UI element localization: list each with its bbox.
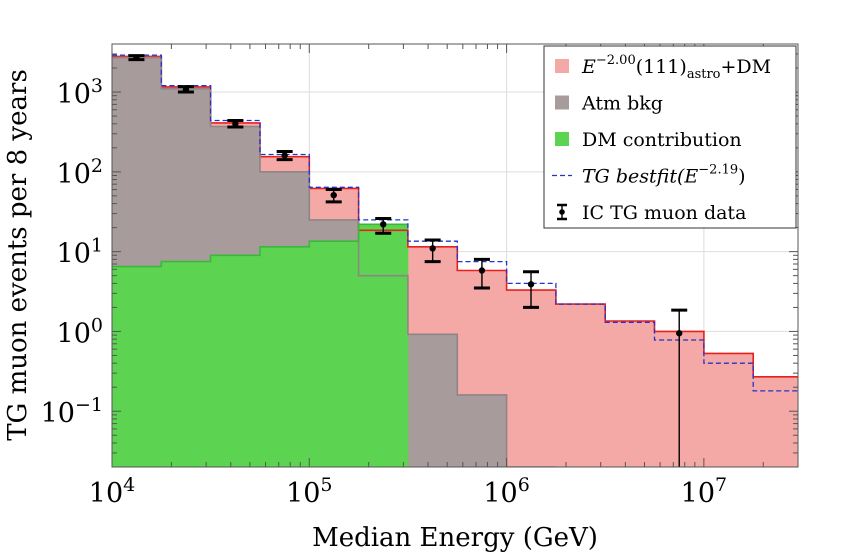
x-tick-label: 104: [89, 474, 135, 509]
data-marker: [478, 267, 486, 274]
data-marker: [182, 86, 190, 93]
legend-label-astro_dm: E−2.00(111)astro+DM: [581, 53, 771, 82]
data-point: [424, 238, 441, 264]
x-tick-label: 106: [483, 474, 529, 509]
data-point: [671, 308, 688, 467]
data-point: [276, 149, 293, 162]
legend-label-atm_bkg: Atm bkg: [581, 93, 663, 115]
dm-bin: [161, 261, 212, 467]
data-point: [128, 54, 145, 62]
data-point: [177, 85, 194, 94]
legend: E−2.00(111)astro+DM Atm bkg DM contributio…: [543, 45, 797, 229]
data-marker: [281, 152, 288, 159]
legend-label-dm: DM contribution: [582, 129, 742, 151]
y-tick-label: 101: [57, 235, 103, 270]
legend-marker: [559, 209, 565, 215]
dm-bin: [358, 224, 409, 467]
legend-label-ic_data: IC TG muon data: [582, 202, 746, 224]
y-axis-label: TG muon events per 8 years: [3, 69, 33, 441]
data-marker: [676, 330, 683, 337]
data-marker: [429, 245, 436, 252]
data-marker: [133, 54, 140, 61]
y-tick-label: 100: [57, 314, 103, 349]
astro_dm-bin: [555, 304, 606, 467]
y-tick-label: 10−1: [41, 394, 103, 429]
legend-swatch: [555, 95, 569, 110]
astro_dm-bin: [703, 353, 754, 467]
x-axis-label: Median Energy (GeV): [312, 523, 598, 553]
dm-bin: [210, 255, 261, 467]
y-tick-label: 102: [57, 155, 103, 190]
atm_bkg-bin: [457, 394, 507, 467]
astro_dm-bin: [753, 376, 798, 467]
astro_dm-bin: [506, 290, 557, 467]
x-tick-label: 105: [286, 474, 332, 509]
dm-outline: [112, 223, 408, 268]
dm-bin: [259, 246, 310, 467]
data-points: [128, 54, 688, 467]
atm_bkg-outline: [112, 56, 556, 467]
data-point: [325, 188, 342, 204]
data-point: [227, 118, 244, 129]
dm-bin: [309, 241, 360, 467]
data-point: [523, 270, 540, 309]
data-point: [473, 257, 490, 290]
legend-box: [543, 45, 797, 229]
y-tick-label: 103: [57, 75, 103, 110]
data-marker: [380, 221, 387, 228]
legend-label-tg_bestfit: TG bestfit(E−2.19): [582, 163, 746, 188]
legend-swatch: [555, 59, 569, 73]
data-point: [375, 217, 392, 235]
data-marker: [527, 281, 535, 288]
histogram-fills: [112, 56, 798, 467]
x-tick-label: 107: [681, 474, 727, 509]
data-marker: [232, 120, 239, 127]
astro_dm-bin: [605, 321, 655, 467]
tick-labels: 104 105 106 107 103 102 101 100 10−1: [41, 75, 727, 509]
legend-swatch: [555, 132, 569, 146]
data-marker: [330, 191, 337, 199]
dm-bin: [112, 266, 162, 467]
atm_bkg-bin: [407, 334, 458, 467]
